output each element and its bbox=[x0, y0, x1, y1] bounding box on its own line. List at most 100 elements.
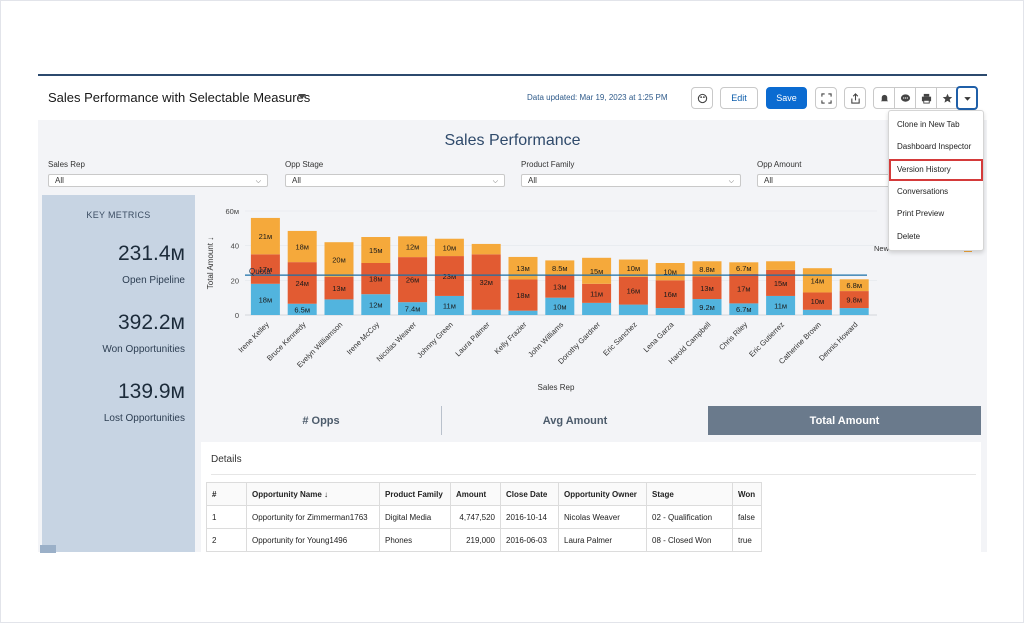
data-label: 15м bbox=[369, 246, 383, 255]
sales-chart: Total Amount ↓ 0 20 40 60м 18м 17м 21м Irene Kel… bbox=[206, 207, 972, 392]
metric-value-won: 392.2м bbox=[118, 311, 185, 334]
data-label: 10м bbox=[811, 297, 825, 306]
bar-segment bbox=[766, 269, 796, 296]
table-header-row: # Opportunity Name ↓ Product Family Amou… bbox=[206, 482, 762, 506]
data-label: 11м bbox=[443, 301, 456, 310]
data-label: 6.7м bbox=[736, 264, 752, 273]
bar-segment bbox=[692, 276, 722, 300]
print-button[interactable] bbox=[915, 87, 937, 109]
column-header[interactable]: Close Date bbox=[500, 482, 559, 506]
printer-icon bbox=[921, 93, 931, 104]
bar-segment bbox=[729, 262, 759, 274]
comments-button[interactable] bbox=[894, 87, 916, 109]
data-updated-text: Data updated: Mar 19, 2023 at 1:25 PM bbox=[527, 93, 668, 102]
x-tick-label: Eric Sanchez bbox=[601, 320, 639, 358]
filter-value: All bbox=[292, 176, 301, 185]
favorite-button[interactable] bbox=[936, 87, 958, 109]
bar-segment bbox=[250, 283, 280, 315]
tab-avg-amount[interactable]: Avg Amount bbox=[542, 414, 608, 427]
share-button[interactable] bbox=[844, 87, 866, 109]
bar-segment bbox=[434, 256, 464, 296]
title-dropdown-icon[interactable] bbox=[298, 94, 306, 99]
data-label: 8.8м bbox=[699, 265, 715, 274]
column-header[interactable]: Amount bbox=[450, 482, 501, 506]
table-cell: Digital Media bbox=[379, 505, 451, 529]
bar-segment bbox=[398, 257, 428, 303]
table-cell: Opportunity for Young1496 bbox=[246, 528, 380, 552]
theme-button[interactable] bbox=[691, 87, 713, 109]
bar-segment bbox=[361, 263, 391, 295]
subscribe-button[interactable] bbox=[873, 87, 895, 109]
column-header[interactable]: Opportunity Owner bbox=[558, 482, 647, 506]
bar-segment bbox=[692, 299, 722, 315]
y-axis-title: Total Amount ↓ bbox=[206, 237, 215, 289]
bar-segment bbox=[471, 254, 501, 310]
bar-segment bbox=[766, 261, 796, 270]
filter-select[interactable]: All ⌵ bbox=[285, 174, 505, 187]
bar-segment bbox=[802, 268, 832, 293]
x-tick-label: Lena Garza bbox=[642, 319, 677, 354]
table-row[interactable]: 1 Opportunity for Zimmerman1763 Digital … bbox=[206, 505, 762, 529]
more-actions-menu: Clone in New Tab Dashboard Inspector Ver… bbox=[888, 110, 984, 251]
x-tick-label: Laura Palmer bbox=[453, 320, 492, 359]
bar-segment bbox=[839, 308, 869, 315]
data-label: 15м bbox=[774, 279, 788, 288]
edit-button[interactable]: Edit bbox=[720, 87, 758, 109]
data-label: 13м bbox=[516, 264, 530, 273]
y-tick-label: 60м bbox=[226, 207, 240, 216]
column-header[interactable]: Won bbox=[732, 482, 762, 506]
bar-segment bbox=[287, 230, 317, 263]
menu-item-print-preview[interactable]: Print Preview bbox=[897, 209, 945, 218]
table-cell: Phones bbox=[379, 528, 451, 552]
menu-item-dashboard-inspector[interactable]: Dashboard Inspector bbox=[897, 142, 972, 151]
table-cell: true bbox=[732, 528, 762, 552]
data-label: 6.8м bbox=[846, 281, 862, 290]
bar-segment bbox=[250, 254, 280, 284]
filter-select[interactable]: All ⌵ bbox=[521, 174, 741, 187]
column-header[interactable]: Product Family bbox=[379, 482, 451, 506]
table-cell: Opportunity for Zimmerman1763 bbox=[246, 505, 380, 529]
data-label: 24м bbox=[295, 279, 309, 288]
column-header[interactable]: # bbox=[206, 482, 247, 506]
menu-item-version-history[interactable]: Version History bbox=[889, 159, 983, 181]
data-label: 32м bbox=[479, 278, 493, 287]
metric-label-open-pipeline: Open Pipeline bbox=[122, 275, 185, 286]
table-row[interactable]: 2 Opportunity for Young1496 Phones 219,0… bbox=[206, 528, 762, 552]
table-cell: Laura Palmer bbox=[558, 528, 647, 552]
bar-segment bbox=[766, 295, 796, 315]
panel-corner-handle[interactable] bbox=[40, 545, 56, 553]
tab-total-amount[interactable]: Total Amount bbox=[708, 406, 981, 435]
bar-segment bbox=[618, 276, 648, 305]
save-button[interactable]: Save bbox=[766, 87, 807, 109]
data-label: 16м bbox=[627, 287, 641, 296]
column-header[interactable]: Opportunity Name ↓ bbox=[246, 482, 380, 506]
bar-segment bbox=[582, 257, 612, 284]
column-header[interactable]: Stage bbox=[646, 482, 733, 506]
measure-tabs: # Opps Avg Amount Total Amount bbox=[201, 406, 981, 435]
tab-opps[interactable]: # Opps bbox=[302, 414, 340, 427]
metric-label-won: Won Opportunities bbox=[102, 344, 185, 355]
menu-item-delete[interactable]: Delete bbox=[897, 232, 921, 241]
bar-segment bbox=[471, 243, 501, 255]
bar-segment bbox=[471, 309, 501, 315]
x-tick-label: Nicolas Weaver bbox=[375, 320, 419, 364]
table-cell: 2 bbox=[206, 528, 247, 552]
menu-item-conversations[interactable]: Conversations bbox=[897, 187, 949, 196]
data-label: 20м bbox=[332, 256, 346, 265]
table-cell: 4,747,520 bbox=[450, 505, 501, 529]
key-metrics-title: KEY METRICS bbox=[86, 210, 151, 220]
fullscreen-button[interactable] bbox=[815, 87, 837, 109]
data-label: 14м bbox=[811, 276, 825, 285]
bar-segment bbox=[582, 302, 612, 315]
filter-select[interactable]: All ⌵ bbox=[48, 174, 268, 187]
data-label: 26м bbox=[406, 276, 420, 285]
bar-segment bbox=[398, 302, 428, 315]
palette-icon bbox=[697, 93, 707, 103]
bar-segment bbox=[361, 237, 391, 263]
bar-segment bbox=[802, 309, 832, 315]
header-divider bbox=[38, 74, 987, 76]
data-label: 18м bbox=[295, 243, 309, 252]
more-actions-button[interactable] bbox=[956, 86, 978, 110]
data-label: 17м bbox=[259, 265, 273, 274]
menu-item-clone[interactable]: Clone in New Tab bbox=[897, 120, 960, 129]
